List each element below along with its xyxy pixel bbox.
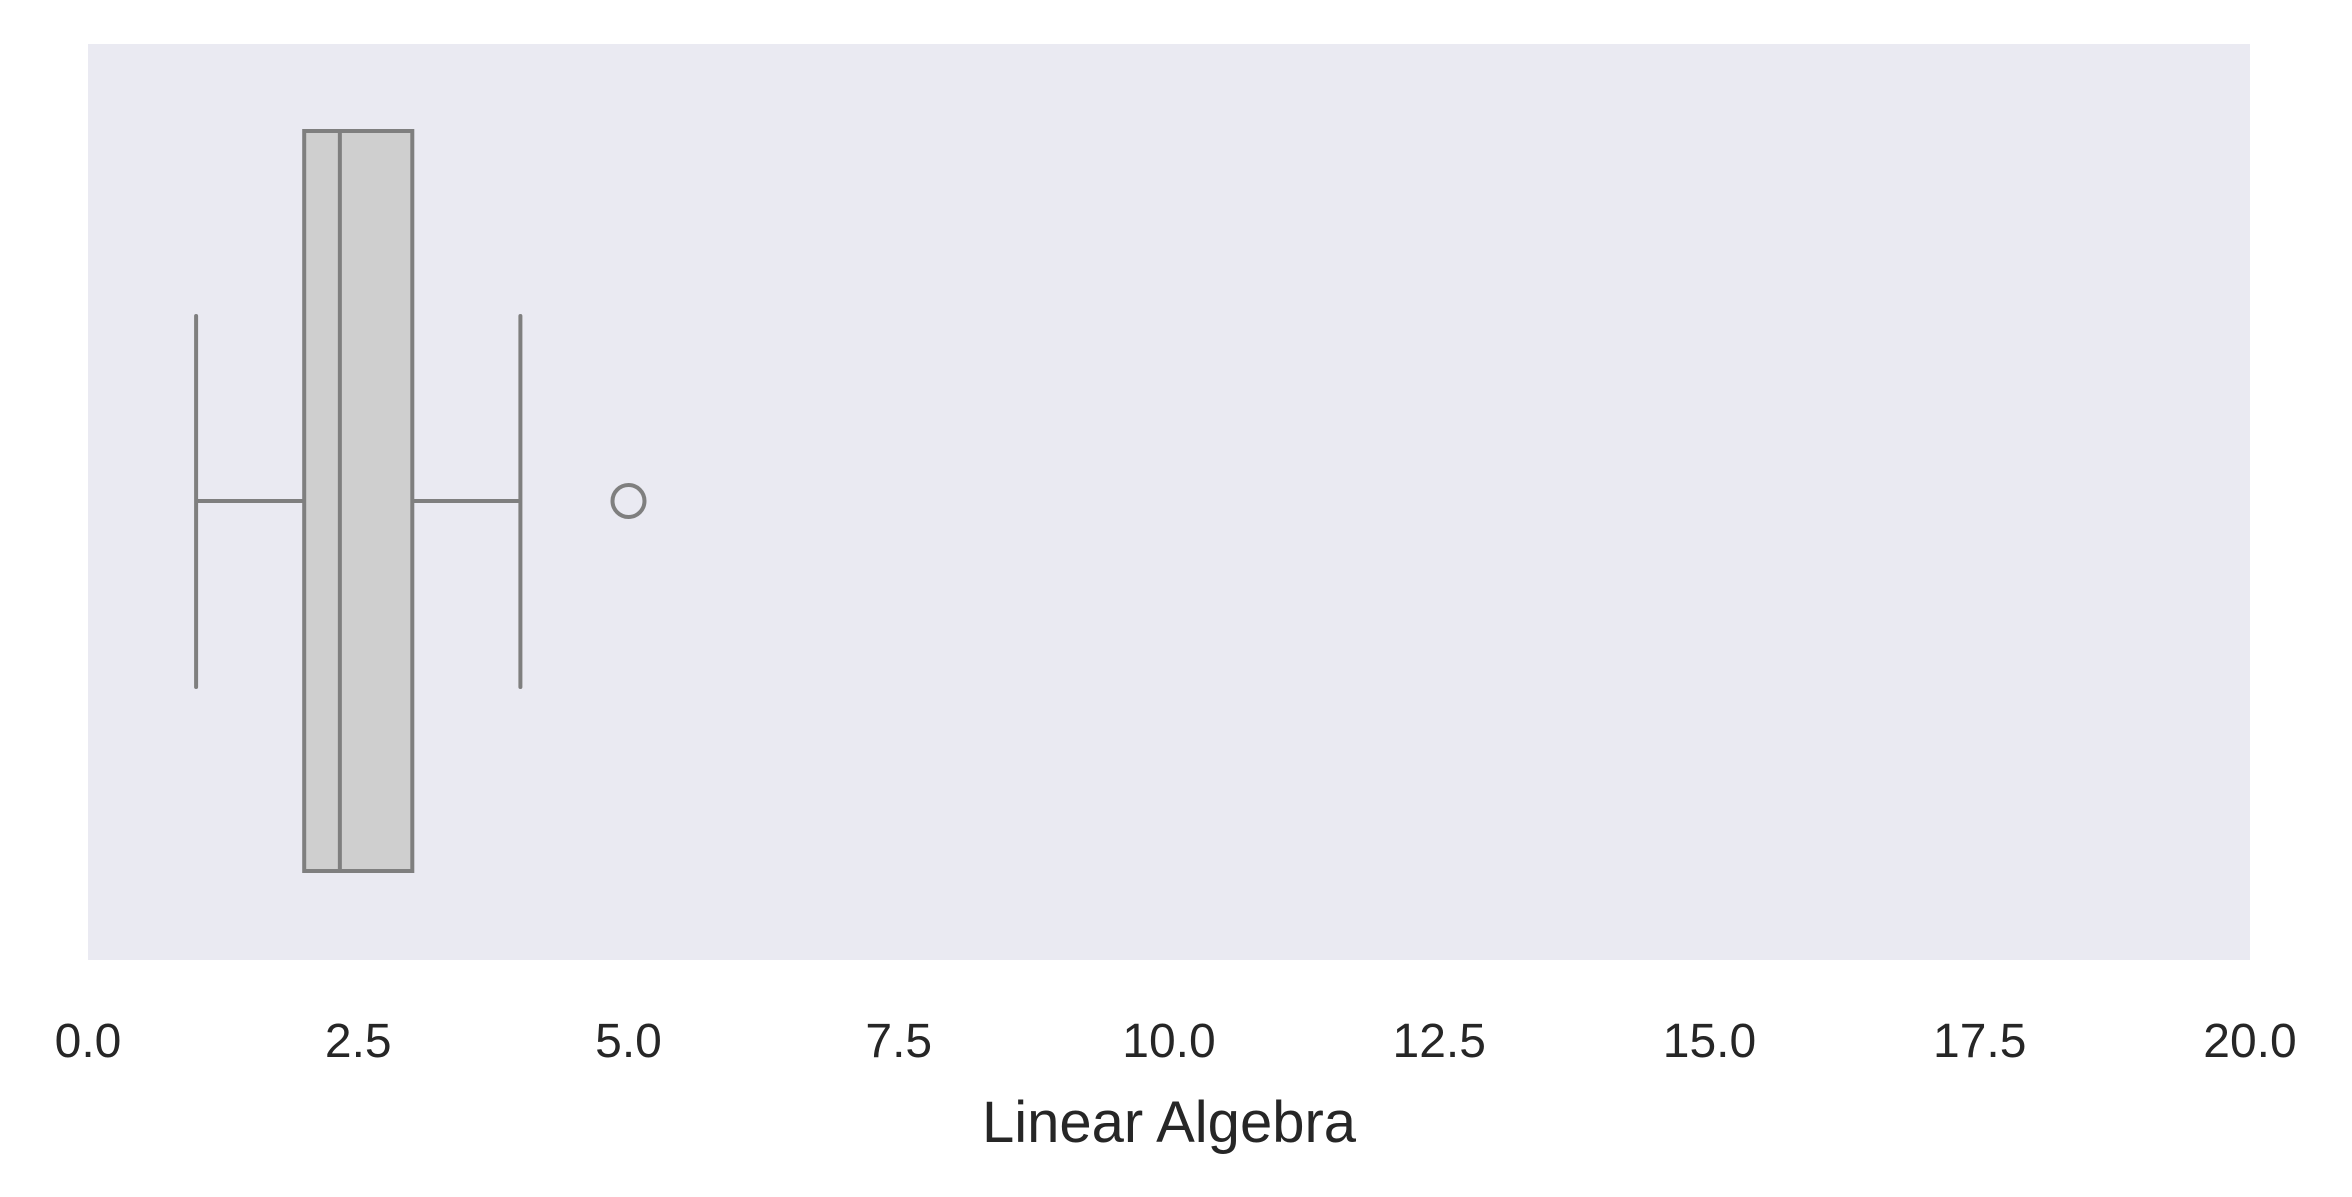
x-axis-label: Linear Algebra: [982, 1090, 1357, 1155]
x-tick-label: 7.5: [865, 1015, 932, 1068]
x-tick-label: 20.0: [2203, 1015, 2296, 1068]
x-tick-labels: 0.0 2.5 5.0 7.5 10.0 12.5 15.0 17.5 20.0: [55, 1015, 2297, 1068]
x-tick-label: 10.0: [1122, 1015, 1215, 1068]
x-tick-label: 0.0: [55, 1015, 122, 1068]
iqr-box: [302, 129, 415, 873]
box-group: [194, 129, 647, 873]
x-tick-label: 17.5: [1933, 1015, 2026, 1068]
outlier-point: [610, 483, 647, 519]
x-tick-label: 5.0: [595, 1015, 662, 1068]
x-tick-label: 2.5: [325, 1015, 392, 1068]
x-tick-label: 15.0: [1663, 1015, 1756, 1068]
x-tick-label: 12.5: [1393, 1015, 1486, 1068]
